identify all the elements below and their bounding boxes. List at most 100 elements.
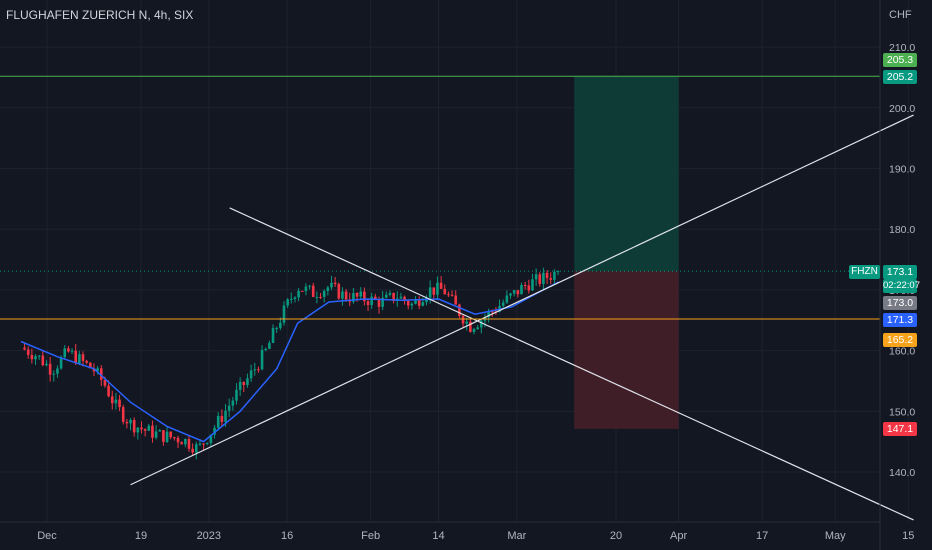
candle-body: [118, 399, 121, 408]
candle-body: [505, 295, 509, 303]
candle-body: [523, 285, 527, 287]
moving-average: [0, 270, 880, 443]
candle-body: [202, 443, 205, 445]
candle-body: [165, 431, 169, 442]
candle-body: [458, 304, 461, 316]
candle-body: [472, 329, 476, 332]
candle-body: [81, 354, 85, 361]
x-tick-label: 16: [281, 530, 293, 542]
candle-body: [549, 278, 553, 280]
candles: [23, 267, 560, 460]
candle-body: [89, 362, 92, 369]
candle-body: [337, 284, 341, 299]
symbol-badge: FHZN: [849, 265, 880, 279]
candle-body: [143, 429, 147, 431]
x-tick-label: May: [825, 530, 846, 542]
candle-body: [289, 298, 293, 300]
candle-body: [264, 348, 268, 350]
candle-body: [450, 294, 454, 296]
candle-body: [59, 357, 63, 369]
candle-body: [421, 302, 425, 306]
candle-body: [121, 407, 125, 422]
target-line-badge: 205.2: [883, 70, 917, 84]
candle-body: [151, 425, 154, 438]
prev-close-badge: 173.0: [883, 296, 917, 310]
candle-body: [286, 299, 289, 306]
stop-badge: 147.1: [883, 422, 917, 436]
candle-body: [63, 348, 67, 358]
candle-body: [74, 350, 78, 364]
candle-body: [359, 291, 363, 297]
candle-body: [377, 299, 381, 307]
candle-body: [406, 301, 410, 306]
candle-body: [275, 327, 278, 329]
candle-body: [439, 282, 443, 289]
candle-body: [176, 437, 180, 443]
candle-body: [428, 287, 432, 298]
candle-body: [26, 349, 30, 355]
candle-body: [23, 347, 26, 350]
candle-body: [461, 315, 465, 324]
candle-body: [129, 419, 132, 424]
candle-body: [45, 363, 48, 366]
candle-body: [490, 311, 494, 313]
candle-body: [260, 349, 264, 370]
descending-trendline: [229, 207, 914, 521]
candle-body: [297, 290, 300, 298]
candle-body: [253, 369, 257, 371]
candle-body: [545, 272, 549, 279]
candle-body: [454, 295, 458, 305]
drawing-lines[interactable]: [0, 75, 914, 521]
candle-body: [487, 311, 490, 318]
candle-body: [85, 360, 88, 363]
candle-body: [70, 350, 74, 352]
candle-body: [37, 355, 41, 357]
candle-body: [432, 287, 436, 295]
x-tick-label: 14: [432, 530, 444, 542]
candle-body: [173, 437, 176, 439]
candle-body: [249, 370, 253, 379]
candle-body: [333, 282, 337, 285]
candle-body: [344, 291, 348, 300]
candle-body: [271, 328, 275, 343]
candle-body: [187, 439, 191, 449]
candle-body: [34, 356, 37, 360]
loss-zone: [574, 271, 679, 429]
candle-body: [147, 425, 151, 431]
candle-body: [315, 296, 319, 298]
candle-body: [169, 431, 173, 438]
candle-body: [140, 427, 143, 430]
candle-body: [216, 415, 220, 428]
y-tick-label: 140.0: [889, 467, 915, 479]
candle-body: [341, 291, 344, 299]
candle-body: [366, 301, 370, 305]
support-badge: 165.2: [883, 333, 917, 347]
candle-body: [48, 363, 52, 375]
candle-body: [235, 389, 238, 401]
candle-body: [304, 286, 308, 292]
symbol-title[interactable]: FLUGHAFEN ZUERICH N, 4h, SIX: [6, 8, 194, 22]
countdown-badge: 02:22:07: [883, 279, 920, 293]
x-tick-label: Feb: [361, 530, 380, 542]
candle-body: [381, 297, 384, 307]
y-tick-label: 200.0: [889, 103, 915, 115]
x-tick-label: Apr: [670, 530, 687, 542]
candle-body: [220, 415, 224, 422]
candle-body: [52, 373, 56, 375]
x-tick-label: 20: [610, 530, 622, 542]
candle-body: [322, 290, 326, 297]
candle-body: [257, 369, 260, 371]
candle-body: [414, 299, 417, 304]
candle-body: [282, 305, 286, 323]
candle-body: [191, 448, 194, 453]
candle-body: [99, 368, 103, 380]
candle-body: [385, 294, 388, 298]
candle-body: [512, 290, 516, 294]
candle-body: [227, 405, 231, 411]
x-tick-label: Mar: [507, 530, 526, 542]
candle-body: [469, 321, 472, 332]
candle-body: [556, 271, 560, 273]
candle-body: [363, 291, 366, 302]
x-tick-label: 2023: [197, 530, 221, 542]
